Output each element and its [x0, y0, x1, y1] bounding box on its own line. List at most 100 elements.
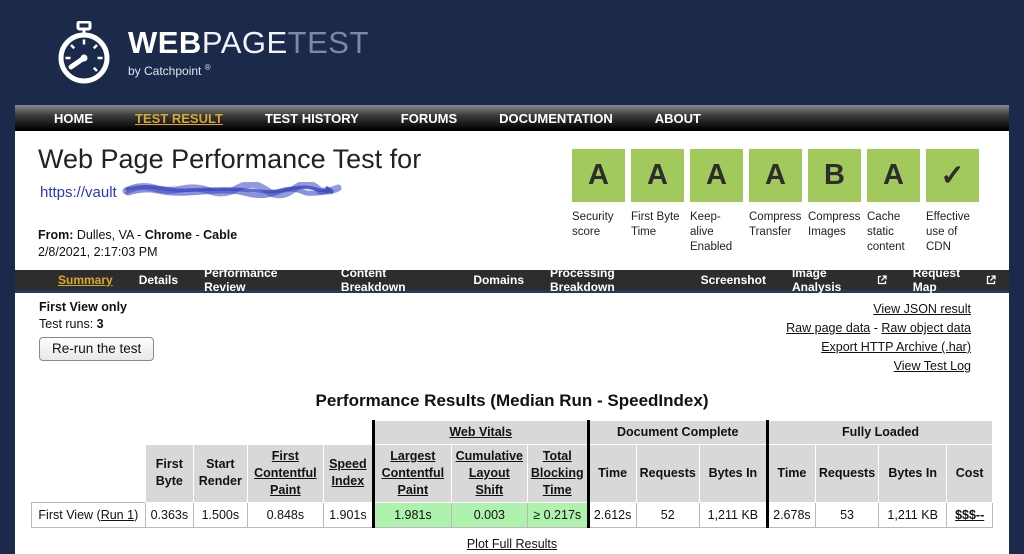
- tab-request-map[interactable]: Request Map: [900, 266, 1009, 294]
- view-test-log-link[interactable]: View Test Log: [893, 359, 971, 373]
- raw-object-data-link[interactable]: Raw object data: [881, 321, 971, 335]
- test-runs-count: 3: [96, 317, 104, 331]
- result-tabs: Summary Details Performance Review Conte…: [15, 266, 1009, 294]
- value-full-bytes: 1,211 KB: [878, 501, 948, 528]
- grade-compress-images[interactable]: B Compress Images: [808, 149, 861, 270]
- col-doc-time: Time: [586, 443, 637, 503]
- col-first-contentful-paint[interactable]: First Contentful Paint: [246, 443, 324, 503]
- tab-label: Image Analysis: [791, 266, 842, 294]
- grade-checkmark: ✓: [926, 149, 979, 202]
- nav-item-home[interactable]: HOME: [54, 110, 93, 126]
- group-header-document-complete: Document Complete: [586, 420, 768, 445]
- col-doc-bytes: Bytes In: [698, 443, 768, 503]
- tab-content-breakdown[interactable]: Content Breakdown: [340, 266, 406, 294]
- test-datetime: 2/8/2021, 2:17:03 PM: [38, 245, 158, 259]
- performance-results-title: Performance Results (Median Run - SpeedI…: [315, 391, 709, 410]
- browser-name: Chrome: [144, 228, 192, 242]
- col-largest-contentful-paint[interactable]: Largest Contentful Paint: [371, 443, 452, 503]
- from-label: From:: [38, 228, 74, 242]
- tab-processing-breakdown[interactable]: Processing Breakdown: [550, 266, 615, 294]
- tab-image-analysis[interactable]: Image Analysis: [779, 266, 900, 294]
- col-total-blocking-time[interactable]: Total Blocking Time: [526, 443, 589, 503]
- col-full-bytes: Bytes In: [878, 443, 948, 503]
- value-speed-index: 1.901s: [322, 501, 374, 528]
- logo-page: PAGE: [201, 24, 288, 60]
- nav-item-about[interactable]: ABOUT: [654, 110, 701, 126]
- col-speed-index[interactable]: Speed Index: [322, 443, 374, 503]
- grade-letter: A: [867, 149, 920, 202]
- grade-label: Keep-alive Enabled: [690, 211, 733, 254]
- grade-letter: A: [690, 149, 743, 202]
- tab-summary[interactable]: Summary: [58, 273, 113, 287]
- grade-cdn[interactable]: ✓ Effective use of CDN: [926, 149, 979, 270]
- tested-url-link[interactable]: https://vault: [40, 184, 117, 201]
- col-full-time: Time: [765, 443, 816, 503]
- registered-mark: ®: [204, 62, 211, 72]
- cost-link[interactable]: $$$--: [955, 507, 985, 522]
- stopwatch-icon: [54, 20, 114, 85]
- masthead: WEBPAGETEST by Catchpoint ®: [0, 0, 1024, 105]
- grade-first-byte[interactable]: A First Byte Time: [631, 149, 684, 270]
- page-title: Web Page Performance Test for: [38, 144, 422, 174]
- run-controls: First View only Test runs: 3 Re-run the …: [39, 300, 155, 376]
- grade-security[interactable]: A Security score: [572, 149, 625, 270]
- tab-domains[interactable]: Domains: [473, 273, 524, 287]
- col-cumulative-layout-shift[interactable]: Cumulative Layout Shift: [450, 443, 528, 503]
- group-header-fully-loaded: Fully Loaded: [765, 420, 994, 445]
- grade-label: Effective use of CDN: [926, 211, 970, 254]
- test-runs-label: Test runs:: [39, 317, 94, 331]
- value-total-blocking-time: ≥ 0.217s: [526, 501, 589, 528]
- value-cumulative-layout-shift: 0.003: [450, 501, 528, 528]
- byline-text: by Catchpoint: [128, 63, 202, 78]
- value-largest-contentful-paint: 1.981s: [371, 501, 452, 528]
- column-header-spacer: [31, 444, 146, 502]
- tab-performance-review[interactable]: Performance Review: [204, 266, 278, 294]
- value-full-time: 2.678s: [765, 501, 816, 528]
- col-cost: Cost: [946, 443, 994, 503]
- grade-keep-alive[interactable]: A Keep-alive Enabled: [690, 149, 743, 270]
- external-link-icon: [877, 275, 887, 285]
- nav-item-test-result[interactable]: TEST RESULT: [135, 110, 223, 126]
- grade-label: First Byte Time: [631, 211, 680, 239]
- tab-screenshot[interactable]: Screenshot: [700, 273, 766, 287]
- value-doc-bytes: 1,211 KB: [698, 501, 768, 528]
- main-nav: HOME TEST RESULT TEST HISTORY FORUMS DOC…: [15, 105, 1009, 131]
- logo-text: WEBPAGETEST by Catchpoint ®: [128, 21, 369, 78]
- row-label-suffix: ): [134, 507, 139, 522]
- grade-letter: B: [808, 149, 861, 202]
- rerun-test-button[interactable]: Re-run the test: [39, 337, 155, 361]
- grade-letter: A: [572, 149, 625, 202]
- table-row: First View (Run 1) 0.363s 1.500s 0.848s …: [30, 501, 994, 528]
- from-line: From: Dulles, VA - Chrome - Cable: [38, 228, 421, 242]
- value-cost: $$$--: [946, 501, 994, 528]
- from-location: Dulles, VA -: [76, 228, 142, 242]
- value-start-render: 1.500s: [192, 501, 248, 528]
- nav-item-documentation[interactable]: DOCUMENTATION: [499, 110, 613, 126]
- export-links: View JSON result Raw page data - Raw obj…: [786, 300, 971, 376]
- value-first-contentful-paint: 0.848s: [246, 501, 324, 528]
- grade-cache-static[interactable]: A Cache static content: [867, 149, 920, 270]
- tab-details[interactable]: Details: [138, 273, 179, 287]
- logo-test: TEST: [287, 24, 369, 60]
- view-json-link[interactable]: View JSON result: [873, 302, 971, 316]
- export-har-link[interactable]: Export HTTP Archive (.har): [821, 340, 971, 354]
- tab-label: Request Map: [912, 266, 961, 294]
- value-doc-requests: 52: [635, 501, 700, 528]
- row-label-prefix: First View (: [38, 507, 101, 522]
- test-info: Web Page Performance Test for https://va…: [15, 131, 421, 270]
- col-full-requests: Requests: [814, 443, 880, 503]
- grade-compress-transfer[interactable]: A Compress Transfer: [749, 149, 802, 270]
- plot-full-results-wrap: Plot Full Results: [15, 535, 1009, 553]
- group-header-spacer: [31, 420, 374, 445]
- nav-item-forums[interactable]: FORUMS: [400, 110, 458, 126]
- logo-byline: by Catchpoint ®: [128, 63, 369, 78]
- external-link-icon: [986, 275, 996, 285]
- group-header-web-vitals[interactable]: Web Vitals: [371, 420, 589, 445]
- raw-page-data-link[interactable]: Raw page data: [786, 321, 871, 335]
- connection-type: Cable: [203, 228, 238, 242]
- webpagetest-logo[interactable]: WEBPAGETEST by Catchpoint ®: [54, 20, 369, 85]
- value-doc-time: 2.612s: [586, 501, 637, 528]
- run-1-link[interactable]: Run 1: [100, 507, 135, 522]
- plot-full-results-link[interactable]: Plot Full Results: [466, 536, 558, 551]
- nav-item-test-history[interactable]: TEST HISTORY: [264, 110, 359, 126]
